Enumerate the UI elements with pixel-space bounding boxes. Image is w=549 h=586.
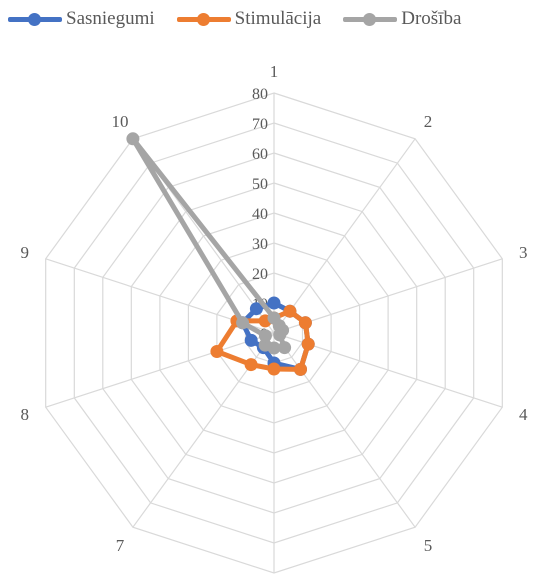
tick-label-40: 40 bbox=[252, 206, 268, 223]
point-stimulacija-4 bbox=[301, 337, 315, 351]
spoke-5 bbox=[273, 332, 416, 528]
legend-swatch-drosiba bbox=[343, 13, 398, 26]
point-drosiba-8 bbox=[258, 329, 272, 343]
point-drosiba-7 bbox=[258, 338, 272, 352]
tick-label-30: 30 bbox=[252, 236, 268, 253]
legend-item-sasniegumi: Sasniegumi bbox=[8, 8, 155, 30]
legend-label-drosiba: Drošība bbox=[401, 8, 462, 29]
point-sasniegumi-10 bbox=[249, 302, 263, 316]
legend-marker-sasniegumi bbox=[28, 13, 41, 26]
category-label-7: 7 bbox=[116, 536, 125, 555]
point-drosiba-4 bbox=[273, 328, 287, 342]
point-sasniegumi-8 bbox=[244, 333, 258, 347]
category-label-8: 8 bbox=[21, 405, 30, 424]
tick-label-50: 50 bbox=[252, 176, 268, 193]
legend-swatch-sasniegumi bbox=[8, 13, 62, 26]
point-stimulacija-8 bbox=[210, 345, 224, 358]
point-stimulacija-3 bbox=[298, 316, 312, 330]
legend-label-stimulacija: Stimulācija bbox=[234, 8, 322, 29]
legend-marker-stimulacija bbox=[196, 13, 210, 26]
point-stimulacija-5 bbox=[294, 362, 307, 376]
legend: Sasniegumi Stimulācija Drošība bbox=[8, 4, 461, 34]
tick-label-70: 70 bbox=[252, 116, 268, 133]
category-label-10: 10 bbox=[112, 112, 129, 131]
tick-label-80: 80 bbox=[252, 86, 268, 103]
spoke-3 bbox=[273, 258, 503, 334]
tick-label-60: 60 bbox=[252, 146, 268, 163]
point-sasniegumi-1 bbox=[267, 296, 281, 310]
category-label-3: 3 bbox=[519, 243, 528, 262]
category-label-2: 2 bbox=[424, 112, 433, 131]
category-label-5: 5 bbox=[424, 536, 433, 555]
legend-item-drosiba: Drošība bbox=[343, 8, 461, 30]
point-drosiba-9 bbox=[236, 316, 250, 330]
tick-label-20: 20 bbox=[252, 266, 268, 283]
spoke-2 bbox=[273, 138, 416, 334]
legend-label-sasniegumi: Sasniegumi bbox=[66, 8, 155, 29]
point-drosiba-5 bbox=[278, 341, 292, 355]
legend-marker-drosiba bbox=[363, 13, 377, 26]
point-stimulacija-2 bbox=[283, 304, 297, 318]
point-stimulacija-6 bbox=[267, 362, 281, 376]
spoke-8 bbox=[45, 332, 275, 408]
category-label-9: 9 bbox=[21, 243, 30, 262]
point-drosiba-10 bbox=[126, 132, 140, 146]
legend-swatch-stimulacija bbox=[176, 13, 231, 26]
category-label-4: 4 bbox=[519, 405, 528, 424]
point-stimulacija-7 bbox=[244, 358, 258, 372]
legend-item-stimulacija: Stimulācija bbox=[176, 8, 322, 30]
category-label-1: 1 bbox=[270, 62, 279, 81]
